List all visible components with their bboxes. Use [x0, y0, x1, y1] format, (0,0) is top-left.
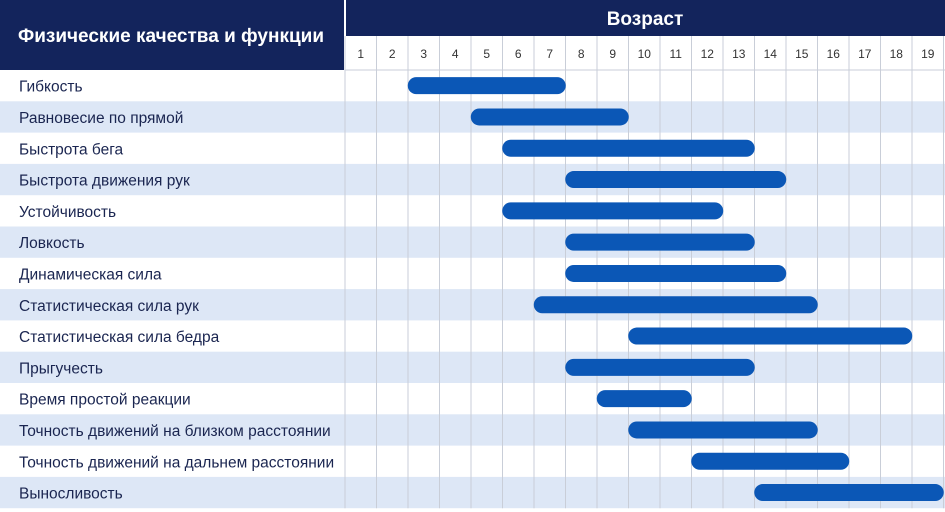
age-tick-label: 3: [420, 47, 427, 61]
row-label: Быстрота бега: [19, 141, 124, 158]
age-tick-label: 8: [578, 47, 585, 61]
row-labels: Гибкость Равновесие по прямой Быстрота бег…: [19, 79, 334, 503]
range-bar: [502, 202, 724, 220]
row-stripe: [0, 226, 945, 258]
age-tick-label: 12: [701, 47, 715, 61]
chart-title: Возраст: [607, 9, 684, 30]
row-label: Прыгучесть: [19, 360, 103, 377]
row-label: Статистическая сила бедра: [19, 329, 220, 346]
age-tick-label: 6: [515, 47, 522, 61]
age-tick-label: 1: [357, 47, 364, 61]
row-label: Гибкость: [19, 79, 83, 96]
age-tick-label: 14: [764, 47, 778, 61]
row-stripe: [0, 163, 945, 196]
age-tick-labels: 1 2 3 4 5 6 7 8 9 10 11 12 13 14 15 16 17 18 19: [357, 47, 934, 61]
row-label: Точность движений на близком расстоянии: [19, 423, 331, 440]
row-label: Равновесие по прямой: [19, 110, 183, 127]
row-header-cell: [0, 0, 344, 70]
row-label: Выносливость: [19, 486, 123, 503]
age-tick-label: 7: [546, 47, 553, 61]
range-bar: [565, 233, 755, 251]
row-label: Время простой реакции: [19, 392, 191, 409]
range-bar: [565, 358, 755, 376]
range-bar: [407, 77, 566, 95]
row-label: Динамическая сила: [19, 266, 162, 283]
age-tick-label: 19: [921, 47, 935, 61]
row-label: Ловкость: [19, 235, 85, 252]
row-label: Точность движений на дальнем расстоянии: [19, 454, 334, 471]
range-bar: [628, 421, 818, 439]
age-tick-label: 11: [670, 47, 683, 61]
range-bar: [691, 452, 850, 470]
age-tick-label: 5: [483, 47, 490, 61]
age-tick-label: 16: [827, 47, 841, 61]
range-bar: [628, 327, 913, 345]
row-label: Устойчивость: [19, 204, 116, 221]
age-tick-label: 9: [609, 47, 616, 61]
row-label: Статистическая сила рук: [19, 298, 199, 315]
row-label: Быстрота движения рук: [19, 173, 190, 190]
range-bar: [565, 264, 787, 282]
range-bar: [502, 139, 755, 157]
range-bar: [754, 484, 944, 502]
age-tick-label: 15: [795, 47, 809, 61]
range-bar: [565, 171, 787, 189]
range-bars: [407, 77, 944, 502]
age-tick-label: 2: [389, 47, 396, 61]
range-bar: [470, 108, 629, 126]
age-tick-label: 18: [890, 47, 904, 61]
age-tick-label: 17: [858, 47, 872, 61]
row-header-label: Физические качества и функции: [18, 26, 324, 47]
age-header-cell: [346, 0, 945, 36]
age-tick-label: 10: [638, 47, 652, 61]
age-tick-label: 4: [452, 47, 459, 61]
age-tick-label: 13: [732, 47, 746, 61]
range-bar: [533, 296, 818, 314]
range-bar: [596, 390, 692, 408]
chart-header: Физические качества и функции Возраст: [0, 0, 945, 70]
row-stripe: [0, 351, 945, 383]
